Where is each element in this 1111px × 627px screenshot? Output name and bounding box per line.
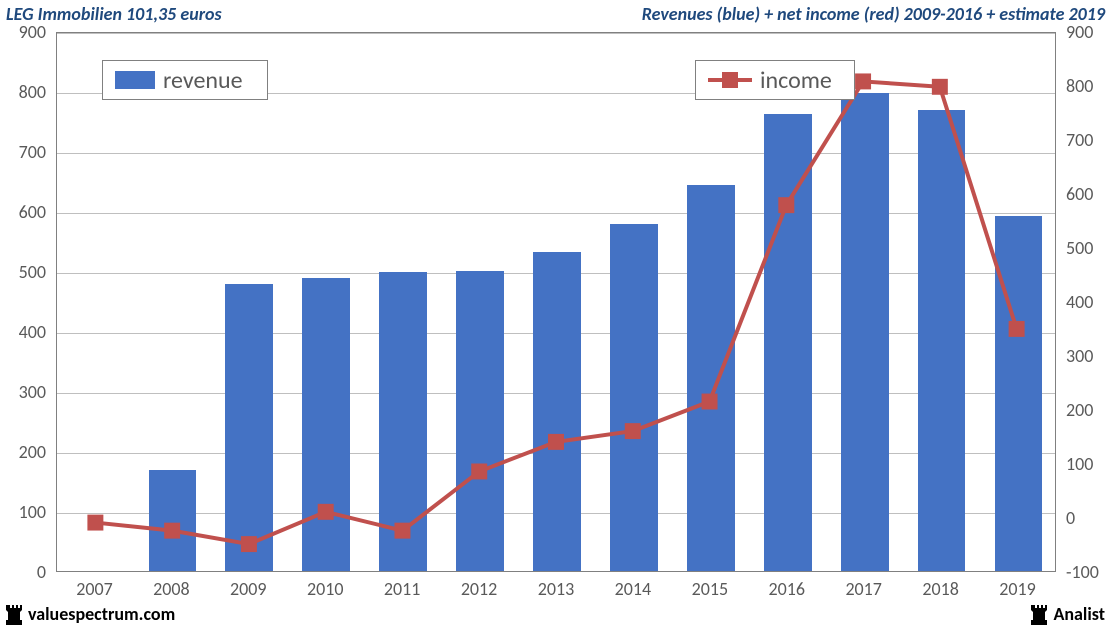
x-tick: 2015	[692, 578, 729, 600]
y-left-tick: 200	[0, 441, 46, 463]
plot-area	[56, 32, 1056, 572]
revenue-bar	[687, 185, 735, 571]
revenue-bar	[918, 110, 966, 571]
revenue-bar	[149, 470, 197, 571]
gridline	[57, 33, 1055, 34]
chart-footer: valuespectrum.com Analist	[0, 603, 1111, 625]
y-right-tick: 100	[1066, 453, 1093, 475]
revenue-bar	[533, 252, 581, 571]
x-tick: 2014	[615, 578, 652, 600]
y-right-tick: 400	[1066, 291, 1093, 313]
x-tick: 2013	[538, 578, 575, 600]
legend-income-swatch	[708, 72, 752, 88]
chart-header: LEG Immobilien 101,35 euros Revenues (bl…	[0, 3, 1111, 27]
y-right-tick: -100	[1066, 561, 1099, 583]
rook-icon	[1031, 605, 1049, 625]
x-tick: 2012	[461, 578, 498, 600]
revenue-bar	[764, 114, 812, 571]
y-left-tick: 800	[0, 81, 46, 103]
x-tick: 2007	[76, 578, 113, 600]
header-right-title: Revenues (blue) + net income (red) 2009-…	[642, 3, 1105, 25]
x-tick: 2018	[922, 578, 959, 600]
y-left-tick: 600	[0, 201, 46, 223]
gridline	[57, 213, 1055, 214]
y-left-tick: 900	[0, 21, 46, 43]
y-right-tick: 500	[1066, 237, 1093, 259]
y-right-tick: 300	[1066, 345, 1093, 367]
x-tick: 2011	[384, 578, 421, 600]
y-right-tick: 600	[1066, 183, 1093, 205]
x-tick: 2009	[230, 578, 267, 600]
revenue-bar	[610, 224, 658, 571]
revenue-bar	[379, 272, 427, 571]
y-left-tick: 700	[0, 141, 46, 163]
footer-left: valuespectrum.com	[6, 603, 175, 625]
revenue-bar	[995, 216, 1043, 571]
legend-income-label: income	[760, 66, 832, 95]
footer-left-text: valuespectrum.com	[28, 603, 175, 625]
chart-container: LEG Immobilien 101,35 euros Revenues (bl…	[0, 0, 1111, 627]
x-tick: 2019	[999, 578, 1036, 600]
x-tick: 2008	[153, 578, 190, 600]
y-right-tick: 900	[1066, 21, 1093, 43]
revenue-bar	[841, 93, 889, 571]
footer-right: Analist	[1031, 603, 1105, 625]
y-left-tick: 300	[0, 381, 46, 403]
revenue-bar	[456, 271, 504, 571]
legend-revenue-label: revenue	[163, 66, 243, 95]
legend-revenue: revenue	[102, 60, 268, 100]
gridline	[57, 153, 1055, 154]
x-tick: 2016	[769, 578, 806, 600]
revenue-bar	[225, 284, 273, 571]
footer-right-text: Analist	[1053, 603, 1105, 625]
y-right-tick: 800	[1066, 75, 1093, 97]
revenue-bar	[302, 278, 350, 571]
y-right-tick: 0	[1066, 507, 1075, 529]
y-left-tick: 0	[0, 561, 46, 583]
y-right-tick: 200	[1066, 399, 1093, 421]
legend-revenue-swatch	[115, 71, 155, 89]
legend-income: income	[695, 60, 855, 100]
y-left-tick: 100	[0, 501, 46, 523]
rook-icon	[6, 605, 24, 625]
x-tick: 2017	[845, 578, 882, 600]
y-left-tick: 400	[0, 321, 46, 343]
x-tick: 2010	[307, 578, 344, 600]
y-right-tick: 700	[1066, 129, 1093, 151]
y-left-tick: 500	[0, 261, 46, 283]
